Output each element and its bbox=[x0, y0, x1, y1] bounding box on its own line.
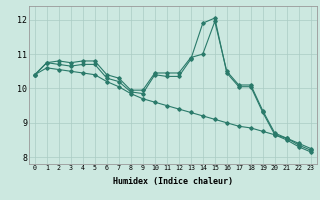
X-axis label: Humidex (Indice chaleur): Humidex (Indice chaleur) bbox=[113, 177, 233, 186]
